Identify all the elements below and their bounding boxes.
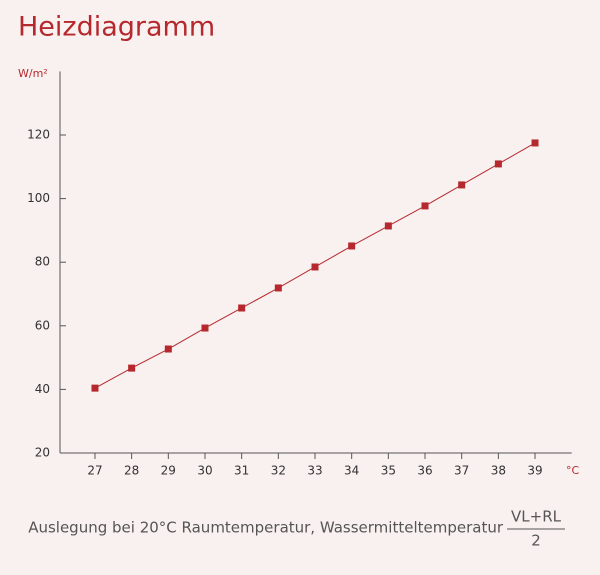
y-tick-label: 20	[35, 446, 50, 460]
data-point	[164, 345, 172, 353]
x-tick-label: 32	[271, 464, 286, 478]
chart-title: Heizdiagramm	[18, 12, 215, 43]
data-point	[311, 263, 319, 271]
data-point	[384, 222, 392, 230]
x-axis-unit: °C	[566, 464, 580, 477]
x-tick-label: 29	[161, 464, 176, 478]
y-tick-label: 120	[27, 128, 50, 142]
fraction-numerator: VL+RL	[511, 508, 562, 526]
x-tick-label: 30	[197, 464, 212, 478]
x-tick-label: 33	[307, 464, 322, 478]
x-tick-label: 31	[234, 464, 249, 478]
x-tick-label: 38	[491, 464, 506, 478]
footnote: Auslegung bei 20°C Raumtemperatur, Wasse…	[28, 519, 504, 537]
x-tick-label: 37	[454, 464, 469, 478]
data-point	[458, 181, 466, 189]
x-tick-label: 34	[344, 464, 359, 478]
x-tick-label: 27	[87, 464, 102, 478]
y-tick-label: 80	[35, 255, 50, 269]
data-point	[531, 139, 539, 147]
data-point	[348, 242, 356, 250]
fraction-denominator: 2	[531, 532, 541, 550]
x-tick-label: 28	[124, 464, 139, 478]
x-tick-label: 39	[527, 464, 542, 478]
data-point	[91, 384, 99, 392]
data-point	[421, 202, 429, 210]
data-point	[494, 160, 502, 168]
data-point	[201, 324, 209, 332]
data-point	[238, 304, 246, 312]
y-tick-label: 100	[27, 191, 50, 205]
y-tick-label: 60	[35, 318, 50, 332]
x-tick-label: 35	[381, 464, 396, 478]
data-point	[128, 364, 136, 372]
y-axis-unit: W/m²	[18, 67, 48, 80]
data-point	[274, 284, 282, 292]
x-tick-label: 36	[417, 464, 432, 478]
y-tick-label: 40	[35, 382, 50, 396]
